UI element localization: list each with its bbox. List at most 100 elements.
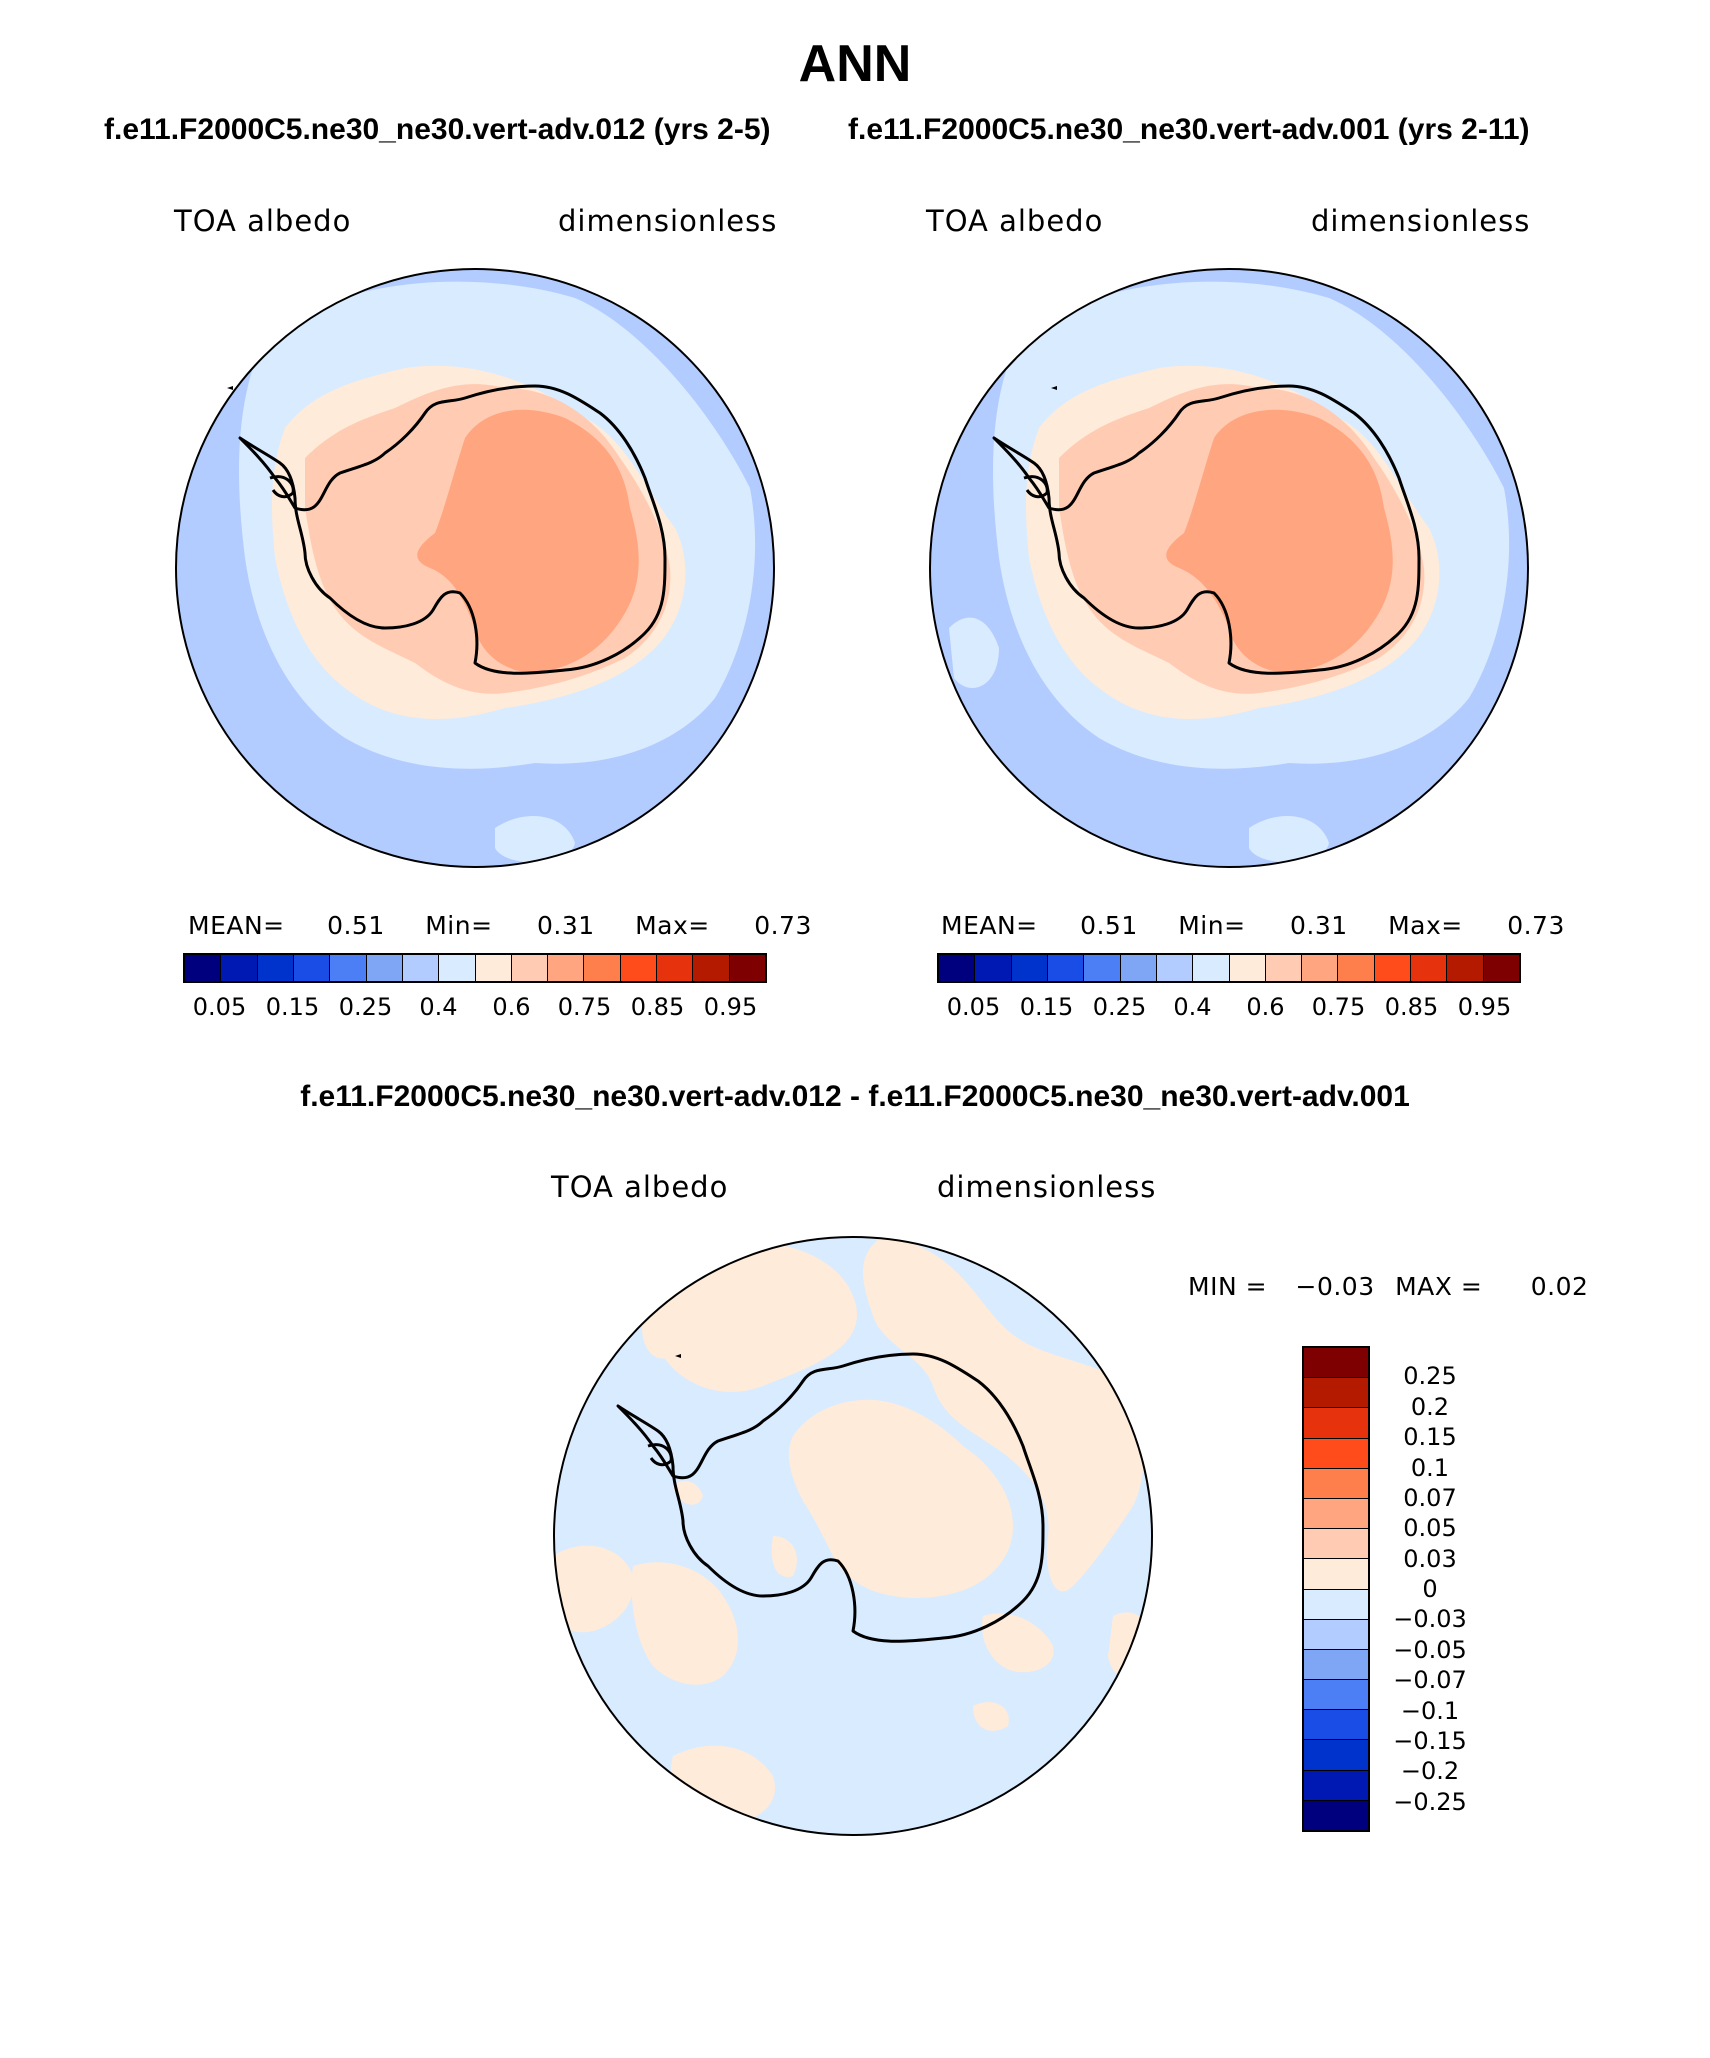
colorbar-swatch	[1304, 1589, 1368, 1620]
colorbar-swatch	[1304, 1740, 1368, 1771]
map-boundary	[175, 268, 775, 868]
colorbar-tick-label: −0.2	[1400, 1757, 1460, 1786]
colorbar-tick-label: 0.6	[492, 993, 531, 1021]
colorbar-swatch	[1193, 955, 1230, 981]
colorbar-swatch	[1156, 955, 1194, 981]
diff-max-label: MAX =	[1395, 1272, 1483, 1301]
colorbar-tick-label: 0.05	[192, 993, 247, 1021]
panel1-min-value: 0.31	[536, 911, 595, 940]
peninsula-detail	[269, 475, 295, 499]
colorbar-tick-label: 0.15	[1019, 993, 1074, 1021]
colorbar-tick-label: 0.75	[557, 993, 612, 1021]
map-inner-band-spot	[495, 816, 575, 863]
colorbar-tick-label: 0.95	[1457, 993, 1512, 1021]
colorbar-tick-label: 0.4	[1173, 993, 1212, 1021]
colorbar-swatch	[511, 955, 549, 981]
diff-colorbar	[1302, 1346, 1370, 1832]
diff-variable-label: TOA albedo	[551, 1170, 729, 1204]
colorbar-swatch	[1304, 1800, 1368, 1830]
panel1-stats: MEAN= 0.51 Min= 0.31 Max= 0.73	[188, 911, 812, 940]
colorbar-tick-label: 0.07	[1403, 1483, 1457, 1512]
colorbar-swatch	[657, 955, 694, 981]
colorbar-swatch	[293, 955, 331, 981]
panel1-mean-label: MEAN=	[188, 911, 285, 940]
colorbar-swatch	[1483, 955, 1519, 981]
diff-min-value: −0.03	[1295, 1272, 1375, 1301]
panel2-mean-value: 0.51	[1080, 911, 1138, 940]
colorbar-swatch	[1011, 955, 1048, 981]
colorbar-swatch	[729, 955, 765, 981]
diff-positive-patches	[554, 1237, 1152, 1822]
colorbar-tick-label: 0.75	[1311, 993, 1366, 1021]
colorbar-tick-label: 0.05	[946, 993, 1001, 1021]
panel2-colorbar-ticks: 0.05 0.15 0.25 0.4 0.6 0.75 0.85 0.95	[937, 993, 1521, 1023]
colorbar-tick-label: −0.15	[1393, 1726, 1467, 1755]
panel1-colorbar	[183, 953, 767, 983]
colorbar-swatch	[1447, 955, 1484, 981]
colorbar-swatch	[548, 955, 585, 981]
colorbar-swatch	[975, 955, 1012, 981]
colorbar-tick-label: 0.15	[1403, 1423, 1457, 1452]
panel2-min-value: 0.31	[1289, 911, 1348, 940]
colorbar-tick-label: −0.03	[1393, 1605, 1467, 1634]
colorbar-tick-label: −0.1	[1400, 1696, 1460, 1725]
panel2-stats: MEAN= 0.51 Min= 0.31 Max= 0.73	[941, 911, 1565, 940]
colorbar-swatch	[1304, 1378, 1368, 1409]
panel1-max-label: Max=	[635, 911, 710, 940]
colorbar-swatch	[939, 955, 976, 981]
colorbar-tick-label: −0.07	[1393, 1666, 1467, 1695]
figure-title: ANN	[798, 35, 912, 93]
colorbar-swatch	[1302, 955, 1339, 981]
colorbar-swatch	[1084, 955, 1121, 981]
colorbar-tick-label: 0.15	[265, 993, 320, 1021]
diff-units-label: dimensionless	[937, 1170, 1157, 1204]
colorbar-tick-label: 0.05	[1403, 1514, 1457, 1543]
colorbar-swatch	[1229, 955, 1266, 981]
panel2-max-label: Max=	[1388, 911, 1463, 940]
colorbar-swatch	[475, 955, 512, 981]
peninsula-detail	[647, 1443, 673, 1467]
peninsula-detail	[1023, 475, 1049, 499]
map-inner-band-spot	[1249, 816, 1329, 863]
antarctic-coastline	[616, 1352, 1045, 1643]
island-marker	[227, 386, 233, 390]
colorbar-tick-label: −0.05	[1393, 1635, 1467, 1664]
antarctic-coastline	[238, 384, 667, 675]
colorbar-swatch	[257, 955, 294, 981]
map-boundary	[929, 268, 1529, 868]
panel1-units-label: dimensionless	[558, 204, 778, 238]
colorbar-swatch	[1304, 1468, 1368, 1499]
diff-max-value: 0.02	[1530, 1272, 1589, 1301]
colorbar-tick-label: 0.85	[1384, 993, 1439, 1021]
colorbar-tick-label: −0.25	[1393, 1787, 1467, 1816]
island-marker	[675, 1354, 681, 1358]
colorbar-swatch	[1265, 955, 1303, 981]
colorbar-swatch	[1304, 1498, 1368, 1530]
colorbar-swatch	[1304, 1619, 1368, 1650]
colorbar-swatch	[1304, 1559, 1368, 1590]
colorbar-swatch	[185, 955, 222, 981]
colorbar-swatch	[1120, 955, 1157, 981]
colorbar-swatch	[1304, 1438, 1368, 1469]
difference-polar-map	[553, 1236, 1153, 1836]
colorbar-tick-label: 0.6	[1246, 993, 1285, 1021]
diff-colorbar-ticks: 0.25 0.2 0.15 0.1 0.07 0.05 0.03 0 −0.03 −0.05 −0.…	[1380, 1346, 1500, 1832]
colorbar-swatch	[1374, 955, 1412, 981]
colorbar-tick-label: 0.85	[630, 993, 685, 1021]
island-marker	[1051, 386, 1057, 390]
panel2-max-value: 0.73	[1507, 911, 1565, 940]
colorbar-swatch	[221, 955, 258, 981]
diff-min-label: MIN =	[1188, 1272, 1268, 1301]
panel1-variable-label: TOA albedo	[174, 204, 352, 238]
colorbar-swatch	[1304, 1529, 1368, 1560]
colorbar-tick-label: 0.95	[703, 993, 758, 1021]
panel2-min-label: Min=	[1178, 911, 1246, 940]
panel1-case-label: f.e11.F2000C5.ne30_ne30.vert-adv.012 (yr…	[104, 113, 771, 146]
colorbar-swatch	[693, 955, 730, 981]
panel1-max-value: 0.73	[754, 911, 812, 940]
colorbar-tick-label: 0.25	[338, 993, 393, 1021]
panel2-units-label: dimensionless	[1311, 204, 1531, 238]
colorbar-swatch	[620, 955, 658, 981]
colorbar-swatch	[1304, 1408, 1368, 1439]
colorbar-swatch	[1411, 955, 1448, 981]
